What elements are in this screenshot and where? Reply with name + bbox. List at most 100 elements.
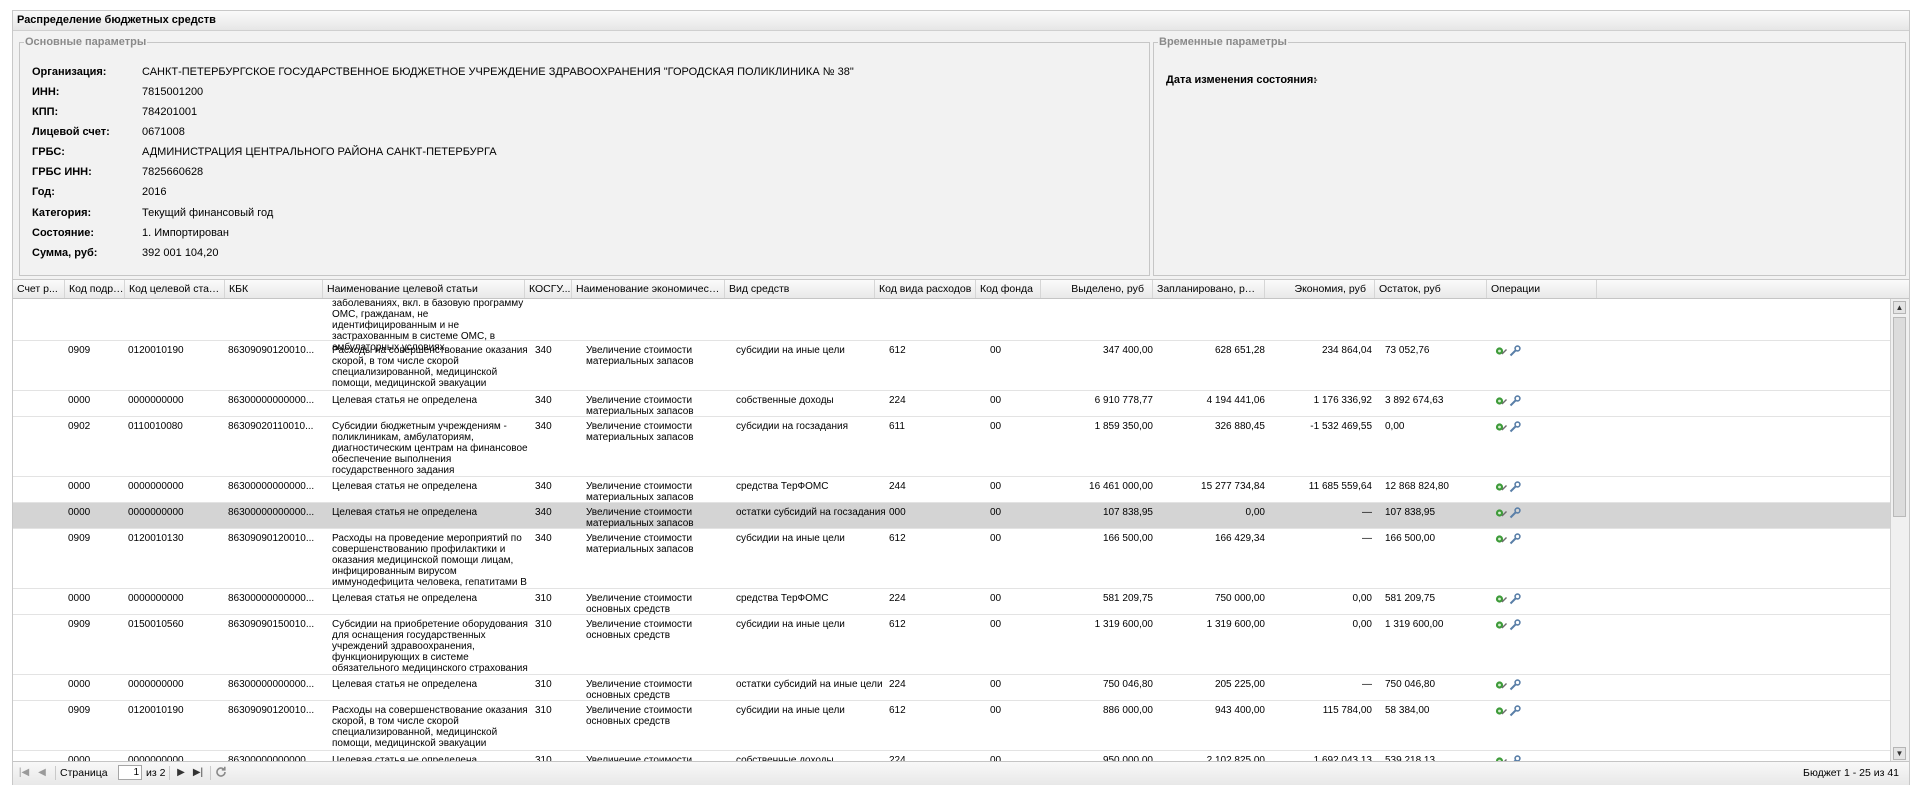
cell-subdivision: 0909 — [68, 345, 91, 356]
table-row[interactable]: 0909 0120010130 86309090120010... Расходы н… — [13, 529, 1891, 589]
cell-funds-type: собственные доходы — [736, 395, 834, 406]
cell-remainder: 581 209,75 — [1385, 593, 1436, 604]
cell-economic-name: Увеличение стоимости материальных запасо… — [586, 507, 694, 528]
edit-icon[interactable] — [1495, 533, 1507, 548]
cell-savings: 0,00 — [1352, 619, 1372, 630]
scroll-thumb[interactable] — [1893, 317, 1906, 517]
col-target-code-header[interactable]: Код целевой статьи — [125, 280, 225, 298]
paging-toolbar: |◀ ◀ Страница из 2 ▶ ▶| Бюджет 1 - 25 из… — [13, 761, 1909, 785]
col-kbk-header[interactable]: КБК — [225, 280, 323, 298]
col-remainder-header[interactable]: Остаток, руб — [1375, 280, 1487, 298]
wrench-icon[interactable] — [1509, 755, 1521, 762]
edit-icon[interactable] — [1495, 421, 1507, 436]
wrench-icon[interactable] — [1509, 507, 1521, 522]
first-page-icon[interactable]: |◀ — [18, 767, 30, 778]
cell-funds-type: остатки субсидий на госзадания — [736, 507, 886, 518]
edit-icon[interactable] — [1495, 395, 1507, 410]
cell-remainder: 12 868 824,80 — [1385, 481, 1449, 492]
cell-fund-code: 00 — [990, 533, 1002, 544]
table-row[interactable]: 0902 0110010080 86309020110010... Субсидии … — [13, 417, 1891, 477]
cell-remainder: 166 500,00 — [1385, 533, 1436, 544]
col-subdivision-header[interactable]: Код подра... — [65, 280, 125, 298]
wrench-icon[interactable] — [1509, 593, 1521, 608]
param-value: 392 001 104,20 — [142, 247, 219, 259]
table-row[interactable]: 0909 0120010190 86309090120010... Расходы н… — [13, 341, 1891, 391]
table-row[interactable]: 0000 0000000000 86300000000000... Целевая с… — [13, 391, 1891, 417]
page-number-input[interactable] — [118, 765, 142, 780]
edit-icon[interactable] — [1495, 481, 1507, 496]
col-account-header[interactable]: Счет р... — [13, 280, 65, 298]
cell-funds-type: средства ТерФОМС — [736, 593, 829, 604]
page-label: Страница — [60, 767, 108, 779]
col-target-name-header[interactable]: Наименование целевой статьи — [323, 280, 525, 298]
cell-expense-code: 244 — [889, 481, 906, 492]
col-operations-header[interactable]: Операции — [1487, 280, 1597, 298]
col-fund-code-header[interactable]: Код фонда — [976, 280, 1041, 298]
param-label: Сумма, руб: — [32, 247, 98, 259]
cell-subdivision: 0909 — [68, 619, 91, 630]
cell-remainder: 3 892 674,63 — [1385, 395, 1444, 406]
cell-subdivision: 0902 — [68, 421, 91, 432]
cell-fund-code: 00 — [990, 705, 1002, 716]
cell-subdivision: 0000 — [68, 679, 91, 690]
col-economic-name-header[interactable]: Наименование экономической ... — [572, 280, 725, 298]
table-row[interactable]: 0909 0120010190 86309090120010... Расходы н… — [13, 701, 1891, 751]
col-funds-type-header[interactable]: Вид средств — [725, 280, 875, 298]
col-kosgu-header[interactable]: КОСГУ... — [525, 280, 572, 298]
edit-icon[interactable] — [1495, 345, 1507, 360]
cell-kbk: 86300000000000... — [228, 679, 315, 690]
wrench-icon[interactable] — [1509, 345, 1521, 360]
wrench-icon[interactable] — [1509, 481, 1521, 496]
cell-kbk: 86300000000000... — [228, 593, 315, 604]
edit-icon[interactable] — [1495, 705, 1507, 720]
cell-economic-name: Увеличение стоимости материальных запасо… — [586, 421, 694, 443]
table-row[interactable]: 0000 0000000000 86300000000000... Целевая с… — [13, 477, 1891, 503]
scroll-up-icon[interactable]: ▲ — [1893, 301, 1906, 314]
row-operations — [1495, 533, 1523, 545]
col-planned-header[interactable]: Запланировано, руб — [1153, 280, 1265, 298]
pager-separator — [169, 766, 170, 780]
cell-economic-name: Увеличение стоимости основных средств — [586, 705, 693, 727]
cell-planned: 205 225,00 — [1214, 679, 1265, 690]
refresh-icon[interactable] — [214, 766, 228, 780]
wrench-icon[interactable] — [1509, 679, 1521, 694]
vertical-scrollbar[interactable]: ▲ ▼ — [1890, 299, 1909, 762]
wrench-icon[interactable] — [1509, 395, 1521, 410]
cell-economic-name: Увеличение стоимости основных средств — [586, 593, 693, 614]
cell-remainder: 750 046,80 — [1385, 679, 1436, 690]
cell-kosgu: 310 — [535, 705, 552, 716]
cell-fund-code: 00 — [990, 421, 1002, 432]
cell-fund-code: 00 — [990, 481, 1002, 492]
cell-kosgu: 340 — [535, 395, 552, 406]
last-page-icon[interactable]: ▶| — [192, 767, 204, 778]
table-row-selected[interactable]: 0000 0000000000 86300000000000... Целевая с… — [13, 503, 1891, 529]
param-value: Текущий финансовый год — [142, 207, 274, 219]
wrench-icon[interactable] — [1509, 421, 1521, 436]
cell-economic-name: Увеличение стоимости основных средств — [586, 755, 693, 762]
col-expense-code-header[interactable]: Код вида расходов — [875, 280, 976, 298]
table-row[interactable]: 0000 0000000000 86300000000000... Целевая с… — [13, 589, 1891, 615]
scroll-down-icon[interactable]: ▼ — [1893, 747, 1906, 760]
table-row[interactable]: 0000 0000000000 86300000000000... Целевая с… — [13, 751, 1891, 762]
cell-savings: 0,00 — [1352, 593, 1372, 604]
col-savings-header[interactable]: Экономия, руб — [1265, 280, 1375, 298]
table-row[interactable]: 0000 0000000000 86300000000000... Целевая с… — [13, 675, 1891, 701]
row-operations — [1495, 619, 1523, 631]
cell-target-name: Целевая статья не определена — [332, 593, 478, 604]
grid-body[interactable]: заболеваниях, вкл. в базовую программу О… — [13, 299, 1891, 762]
param-value: 1. Импортирован — [142, 227, 229, 239]
row-operations — [1495, 421, 1523, 433]
edit-icon[interactable] — [1495, 679, 1507, 694]
table-row[interactable]: 0909 0150010560 86309090150010... Субсидии … — [13, 615, 1891, 675]
edit-icon[interactable] — [1495, 619, 1507, 634]
prev-page-icon[interactable]: ◀ — [38, 767, 46, 778]
next-page-icon[interactable]: ▶ — [177, 767, 185, 778]
wrench-icon[interactable] — [1509, 533, 1521, 548]
wrench-icon[interactable] — [1509, 619, 1521, 634]
table-row-partial[interactable]: заболеваниях, вкл. в базовую программу О… — [13, 299, 1891, 353]
edit-icon[interactable] — [1495, 507, 1507, 522]
cell-target-code: 0120010190 — [128, 345, 184, 356]
wrench-icon[interactable] — [1509, 705, 1521, 720]
edit-icon[interactable] — [1495, 593, 1507, 608]
col-allocated-header[interactable]: Выделено, руб — [1041, 280, 1153, 298]
